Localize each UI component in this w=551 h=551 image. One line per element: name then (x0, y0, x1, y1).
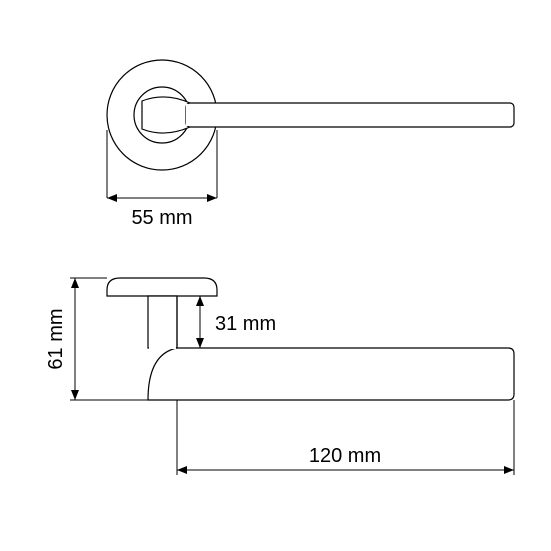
dim-120mm-label: 120 mm (309, 445, 381, 467)
side-view: 31 mm 61 mm 120 mm (45, 278, 514, 475)
lever-side (148, 348, 514, 400)
rose-side-profile (107, 278, 217, 296)
top-view: 55 mm (107, 60, 514, 229)
dim-31mm-label: 31 mm (215, 313, 276, 335)
lever-bar-top (186, 103, 514, 127)
dim-31mm: 31 mm (177, 296, 276, 348)
dim-61mm-label: 61 mm (45, 308, 67, 369)
dim-55mm-label: 55 mm (131, 207, 192, 229)
dim-120mm: 120 mm (177, 400, 514, 475)
technical-drawing: 55 mm 31 mm 61 mm (0, 0, 551, 551)
stem-side (148, 296, 177, 348)
lever-neck (142, 97, 190, 133)
